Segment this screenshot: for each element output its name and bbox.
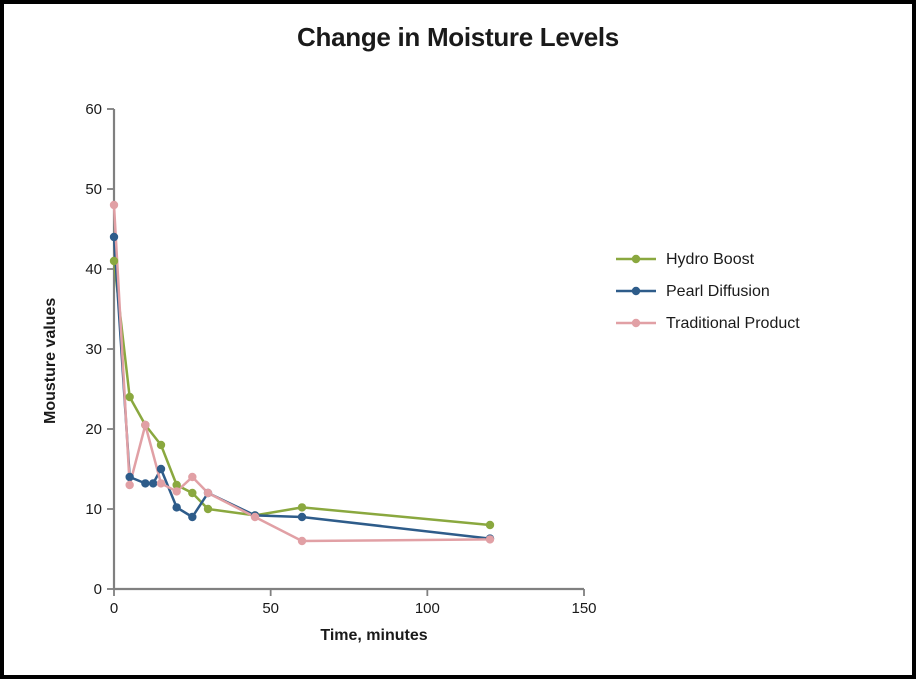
series-marker bbox=[298, 537, 306, 545]
series-marker bbox=[188, 473, 196, 481]
series-marker bbox=[110, 201, 118, 209]
series-marker bbox=[125, 473, 133, 481]
legend-label: Traditional Product bbox=[666, 315, 800, 332]
x-tick-label: 0 bbox=[110, 600, 118, 617]
series-marker bbox=[141, 479, 149, 487]
series-marker bbox=[157, 479, 165, 487]
series-marker bbox=[204, 489, 212, 497]
y-tick-label: 60 bbox=[85, 101, 102, 118]
series-marker bbox=[188, 489, 196, 497]
series-marker bbox=[125, 481, 133, 489]
series-marker bbox=[486, 521, 494, 529]
x-tick-label: 50 bbox=[262, 600, 279, 617]
series-marker bbox=[204, 505, 212, 513]
chart-svg: 0 10 20 30 40 50 60 0 50 100 150 Hydro Boost Pearl D… bbox=[4, 4, 912, 675]
y-tick-label: 40 bbox=[85, 261, 102, 278]
y-tick-label: 0 bbox=[94, 581, 102, 598]
series-line bbox=[114, 237, 490, 539]
y-tick-label: 50 bbox=[85, 181, 102, 198]
series-marker bbox=[157, 441, 165, 449]
series-marker bbox=[110, 233, 118, 241]
series-marker bbox=[110, 257, 118, 265]
chart-frame: Change in Moisture Levels Mousture value… bbox=[0, 0, 916, 679]
x-tick-label: 100 bbox=[415, 600, 440, 617]
y-tick-label: 20 bbox=[85, 421, 102, 438]
series-marker bbox=[149, 479, 157, 487]
series-line bbox=[114, 261, 490, 525]
y-tick-label: 10 bbox=[85, 501, 102, 518]
series-marker bbox=[298, 503, 306, 511]
series-marker bbox=[188, 513, 196, 521]
series-marker bbox=[298, 513, 306, 521]
series-marker bbox=[141, 421, 149, 429]
legend-label: Hydro Boost bbox=[666, 251, 755, 268]
series-marker bbox=[172, 487, 180, 495]
series-marker bbox=[251, 513, 259, 521]
y-tick-label: 30 bbox=[85, 341, 102, 358]
series-marker bbox=[486, 535, 494, 543]
series-marker bbox=[172, 503, 180, 511]
legend-label: Pearl Diffusion bbox=[666, 283, 770, 300]
series-marker bbox=[125, 393, 133, 401]
series-marker bbox=[157, 465, 165, 473]
x-tick-label: 150 bbox=[571, 600, 596, 617]
